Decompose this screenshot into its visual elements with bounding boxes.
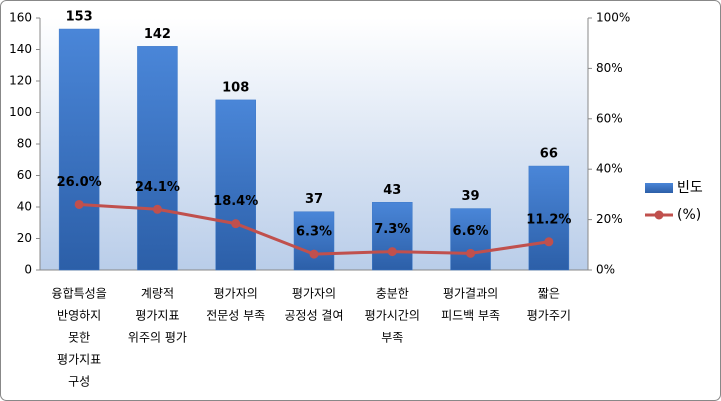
line-value-label: 6.6%: [453, 224, 489, 239]
bar: [58, 28, 100, 271]
legend-label: (%): [677, 207, 701, 223]
line-value-label: 24.1%: [135, 180, 180, 195]
bar-value-label: 153: [66, 10, 93, 25]
y-tick-label: 60: [17, 168, 32, 182]
legend-swatch: [645, 183, 673, 193]
x-tick-label: 공정성 결여: [284, 309, 343, 323]
x-tick-label: 못한: [68, 331, 90, 345]
line-marker: [74, 199, 84, 209]
y-tick-label: 160: [9, 11, 32, 25]
x-tick-label: 평가자의: [292, 287, 336, 301]
y-tick-label: 0: [24, 263, 32, 277]
legend-label: 빈도: [677, 180, 703, 196]
bar: [293, 211, 335, 271]
y2-tick-label: 0%: [596, 263, 615, 277]
x-tick-label: 충분한: [376, 287, 409, 301]
bar-value-label: 43: [383, 183, 401, 198]
line-value-label: 11.2%: [526, 212, 571, 227]
y-tick-label: 20: [17, 231, 32, 245]
line-marker: [387, 247, 397, 257]
bar-value-label: 142: [144, 27, 171, 42]
x-tick-label: 융합특성을: [52, 287, 107, 301]
bar-value-label: 39: [462, 189, 480, 204]
line-marker: [231, 219, 241, 229]
x-tick-label: 위주의 평가: [128, 331, 187, 345]
x-tick-label: 짧은: [538, 287, 560, 301]
x-tick-label: 평가시간의: [365, 309, 420, 323]
line-marker: [544, 237, 554, 247]
x-tick-label: 계량적: [141, 287, 174, 301]
bar-value-label: 37: [305, 192, 323, 207]
line-value-label: 26.0%: [57, 175, 102, 190]
y-tick-label: 120: [9, 74, 32, 88]
y2-tick-label: 20%: [596, 212, 623, 226]
y2-tick-label: 100%: [596, 11, 630, 25]
bar: [450, 208, 491, 271]
line-marker: [152, 204, 162, 214]
x-tick-label: 평가지표: [135, 309, 179, 323]
x-tick-label: 반영하지: [57, 309, 101, 323]
bar-value-label: 66: [540, 147, 558, 162]
y-tick-label: 40: [17, 200, 32, 214]
y2-tick-label: 80%: [596, 61, 623, 75]
line-value-label: 6.3%: [296, 225, 332, 240]
x-tick-label: 부족: [381, 331, 403, 345]
x-tick-label: 구성: [68, 375, 90, 389]
legend-swatch: [654, 210, 664, 220]
line-marker: [466, 248, 476, 258]
x-tick-label: 전문성 부족: [206, 309, 265, 323]
y2-tick-label: 60%: [596, 111, 623, 125]
bar: [215, 99, 256, 271]
y-tick-label: 140: [9, 42, 32, 56]
bar: [528, 165, 570, 271]
x-tick-label: 평가지표: [57, 353, 101, 367]
y-tick-label: 100: [9, 105, 32, 119]
x-tick-label: 피드백 부족: [441, 309, 500, 323]
y2-tick-label: 40%: [596, 162, 623, 176]
bar-value-label: 108: [222, 80, 249, 95]
x-tick-label: 평가결과의: [443, 287, 498, 301]
bar: [372, 202, 413, 271]
bar: [137, 46, 178, 271]
y-tick-label: 80: [17, 137, 32, 151]
line-marker: [309, 249, 319, 259]
line-value-label: 7.3%: [374, 222, 410, 237]
line-value-label: 18.4%: [213, 194, 258, 209]
x-tick-label: 평가주기: [527, 309, 571, 323]
x-tick-label: 평가자의: [214, 287, 258, 301]
